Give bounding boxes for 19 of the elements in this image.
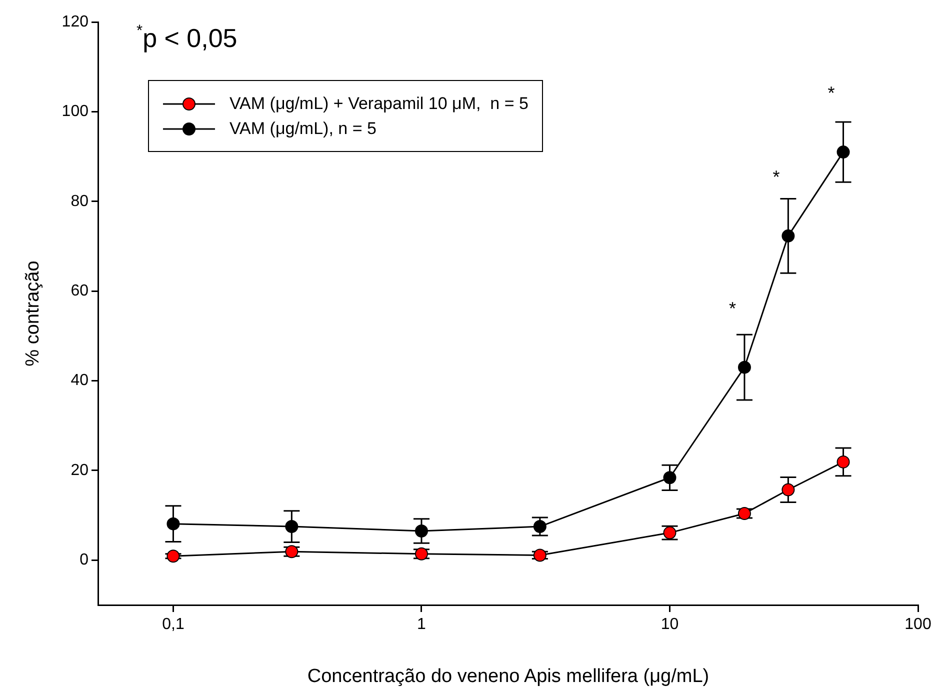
annotation: *p < 0,05 (136, 22, 238, 53)
x-tick-label: 10 (660, 616, 679, 634)
annotation: * (828, 83, 835, 104)
x-tick-label: 1 (417, 616, 426, 634)
y-tick-label: 120 (62, 13, 89, 30)
legend-label: VAM (μg/mL) + Verapamil 10 μM, n = 5 (229, 93, 528, 115)
annotation: * (772, 166, 780, 187)
y-tick-label: 60 (70, 282, 89, 300)
y-tick-label: 20 (70, 462, 89, 479)
x-tick-label: 100 (904, 616, 932, 634)
annotation: * (728, 298, 736, 318)
y-axis-title: % contração (22, 260, 44, 366)
y-tick-label: 0 (80, 552, 89, 569)
legend-label: VAM (μg/mL), n = 5 (229, 118, 376, 140)
y-tick-label: 80 (70, 192, 89, 210)
y-tick-label: 40 (70, 372, 89, 390)
x-tick-label: 0,1 (162, 616, 184, 634)
y-tick-label: 100 (62, 103, 89, 120)
x-axis-title: Concentração do veneno Apis mellifera (μg/mL) (307, 666, 710, 687)
